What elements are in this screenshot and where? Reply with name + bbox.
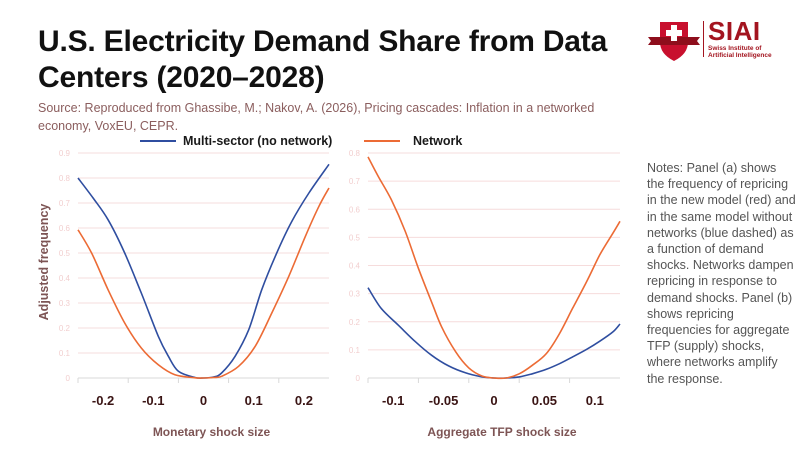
legend-swatch-network [364,140,400,142]
notes-text: Notes: Panel (a) shows the frequency of … [647,161,796,386]
logo-subtitle-line2: Artificial Intelligence [708,52,772,59]
panel-b: 0 0.1 0.2 0.3 0.4 0.5 0.6 0.7 0.8 -0.1 -0.05 0 0.05 0… [349,149,621,439]
y-tick-label: 0.1 [59,349,71,358]
legend-label-network: Network [413,134,463,148]
x-axis-title: Monetary shock size [153,425,271,439]
y-tick-label: 0.7 [59,199,71,208]
siai-logo: SIAI Swiss Institute of Artificial Intel… [646,16,776,63]
logo-subtitle-line1: Swiss Institute of [708,45,762,52]
chart-source: Source: Reproduced from Ghassibe, M.; Na… [38,101,595,133]
y-tick-label: 0.8 [59,174,71,183]
y-axis-title: Adjusted frequency [37,204,51,321]
y-tick-label: 0 [66,374,71,383]
y-tick-label: 0.1 [349,346,361,355]
panel-a: 0 0.1 0.2 0.3 0.4 0.5 0.6 0.7 0.8 0.9 -0.2 -0.1 0 0.1… [59,149,330,439]
x-tick-label: 0.2 [295,393,313,408]
y-tick-label: 0.5 [59,249,71,258]
y-tick-label: 0.2 [349,318,361,327]
y-tick-label: 0.4 [349,262,361,271]
y-tick-label: 0.2 [59,324,71,333]
logo-name: SIAI [708,16,761,46]
x-tick-label: -0.1 [142,393,164,408]
x-tick-label: 0.1 [245,393,263,408]
y-tick-label: 0 [356,374,361,383]
x-tick-label: -0.05 [429,393,459,408]
legend-label-multi-sector: Multi-sector (no network) [183,134,333,148]
y-tick-label: 0.4 [59,274,71,283]
y-tick-label: 0.3 [349,290,361,299]
series-line-network [77,187,330,379]
x-tick-label: -0.2 [92,393,114,408]
x-axis-title: Aggregate TFP shock size [427,425,576,439]
y-tick-label: 0.7 [349,177,361,186]
legend-swatch-multi-sector [140,140,176,142]
series-line-network [367,156,621,380]
x-tick-label: 0.1 [586,393,604,408]
logo-subtitle: Swiss Institute of Artificial Intelligen… [708,45,772,59]
y-tick-label: 0.6 [349,205,361,214]
y-tick-label: 0.9 [59,149,71,158]
y-tick-label: 0.8 [349,149,361,158]
x-tick-label: 0 [200,393,207,408]
chart-title: U.S. Electricity Demand Share from Data … [38,25,608,94]
y-tick-label: 0.5 [349,233,361,242]
legend-item-network: Network [364,132,462,150]
y-tick-label: 0.3 [59,299,71,308]
x-tick-label: 0 [490,393,497,408]
y-tick-label: 0.6 [59,224,71,233]
x-tick-label: 0.05 [532,393,557,408]
series-line-multi-sector-no-network [367,287,621,379]
series-line-multi-sector-no-network [77,163,330,379]
legend-item-multi-sector: Multi-sector (no network) [140,132,332,150]
logo-divider [703,21,704,57]
x-tick-label: -0.1 [382,393,404,408]
shield-cross-icon [648,22,700,61]
